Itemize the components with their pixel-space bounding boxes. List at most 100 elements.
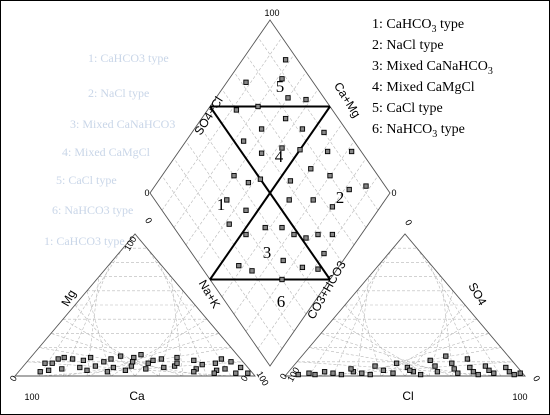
anion-grid-a bbox=[332, 318, 430, 377]
anion-point bbox=[312, 371, 318, 378]
diamond-outline bbox=[149, 19, 391, 367]
tick-label-0-right-diamond: 0 bbox=[391, 188, 396, 198]
diamond-point bbox=[297, 147, 303, 153]
cation-point bbox=[55, 356, 61, 362]
cation-point bbox=[228, 359, 234, 365]
diamond-point bbox=[282, 57, 289, 63]
legend-text: NaCl type bbox=[386, 38, 443, 53]
anion-point bbox=[348, 366, 354, 372]
diamond-point bbox=[257, 176, 264, 182]
faded-text: 1: CaHCO3 type bbox=[88, 51, 169, 65]
anion-grid-a bbox=[332, 262, 382, 377]
anion-point bbox=[380, 367, 387, 373]
diamond-point bbox=[236, 263, 242, 269]
anion-grid-b bbox=[356, 333, 490, 377]
diamond-point bbox=[299, 264, 306, 271]
tick-label-100-top: 100 bbox=[264, 8, 279, 18]
legend-text: CaCl type bbox=[386, 101, 442, 116]
cation-point bbox=[110, 364, 117, 371]
cation-point bbox=[77, 364, 83, 371]
faded-text: 1: CaHCO3 type bbox=[44, 234, 125, 248]
legend-number: 5: bbox=[372, 101, 386, 116]
cation-grid-b bbox=[86, 333, 220, 377]
tick-label-0-bottom-cation-right: 0 bbox=[239, 374, 250, 383]
legend-item-6: 6: NaHCO3 type bbox=[372, 122, 465, 140]
diamond-point bbox=[327, 173, 333, 179]
diamond-point bbox=[285, 95, 291, 101]
faded-text: 2: NaCl type bbox=[88, 86, 149, 100]
anion-point bbox=[451, 366, 457, 372]
cation-point bbox=[218, 356, 225, 362]
legend-number: 3: bbox=[372, 59, 386, 74]
diamond-point bbox=[279, 76, 285, 82]
anion-point bbox=[486, 367, 492, 373]
cation-point bbox=[212, 360, 219, 366]
legend-item-3: 3: Mixed CaNaHCO3 bbox=[372, 59, 493, 77]
diamond-point bbox=[243, 79, 249, 85]
diamond-point bbox=[315, 266, 321, 272]
cation-point bbox=[92, 363, 99, 369]
cation-point bbox=[122, 367, 129, 373]
anion-point bbox=[417, 371, 424, 378]
legend-item-1: 1: CaHCO3 type bbox=[372, 17, 464, 35]
anion-point bbox=[367, 371, 373, 378]
diamond-point bbox=[245, 179, 252, 186]
anion-point bbox=[321, 369, 328, 375]
anion-point bbox=[449, 360, 455, 366]
axis-label-so4: SO4 bbox=[465, 280, 489, 308]
anion-point bbox=[393, 360, 400, 366]
cation-point bbox=[233, 370, 239, 376]
cation-point bbox=[80, 357, 87, 364]
anion-point bbox=[330, 370, 336, 376]
cation-point bbox=[101, 359, 107, 365]
cation-point bbox=[104, 369, 111, 375]
cation-point bbox=[117, 353, 124, 359]
cation-point bbox=[61, 354, 67, 361]
anion-point bbox=[511, 371, 517, 378]
legend-number: 1: bbox=[372, 17, 386, 32]
anion-point bbox=[467, 364, 473, 371]
anion-grid-b bbox=[440, 276, 454, 377]
anion-point bbox=[306, 370, 312, 376]
diamond-point bbox=[291, 231, 297, 238]
anion-grid-a bbox=[308, 248, 394, 377]
cation-point bbox=[150, 357, 156, 364]
legend-item-5: 5: CaCl type bbox=[372, 101, 443, 116]
diamond-point bbox=[243, 231, 249, 238]
region-label-6: 6 bbox=[277, 292, 286, 311]
faded-text-layer: 1: CaHCO3 type 2: NaCl type 3: Mixed CaNaH… bbox=[44, 51, 175, 248]
cation-point bbox=[145, 360, 151, 366]
cation-point bbox=[45, 367, 52, 373]
outline-layer bbox=[14, 19, 526, 377]
anion-point bbox=[491, 370, 497, 376]
tick-label-0-left-diamond: 0 bbox=[144, 188, 149, 198]
anion-point bbox=[464, 356, 471, 362]
cation-point bbox=[191, 357, 197, 364]
diamond-point bbox=[346, 186, 352, 193]
diamond-point bbox=[286, 197, 292, 203]
cation-grid-b bbox=[146, 248, 232, 377]
diamond-point bbox=[249, 268, 255, 274]
faded-text: 6: NaHCO3 type bbox=[52, 203, 133, 217]
tick-label-0-right-anion-top: 0 bbox=[403, 218, 414, 227]
axis-label-na-k: Na+K bbox=[196, 277, 223, 310]
tick-label-0-left-cation: 0 bbox=[8, 374, 19, 383]
legend-text: Mixed CaNaHCO bbox=[386, 59, 488, 74]
cation-grid-a bbox=[74, 304, 136, 377]
anion-point bbox=[482, 363, 489, 369]
legend-suffix: type bbox=[437, 17, 465, 32]
cation-grid-b bbox=[38, 361, 244, 377]
legend-subscript: 3 bbox=[488, 66, 493, 77]
anion-point bbox=[506, 369, 513, 375]
anion-grid-a bbox=[296, 361, 502, 377]
cation-point bbox=[84, 367, 90, 373]
diamond-point bbox=[224, 197, 230, 203]
diamond-point bbox=[363, 183, 369, 189]
tick-label-0-right-cation-top: 0 bbox=[143, 216, 154, 225]
legend-number: 6: bbox=[372, 122, 386, 137]
diamond-point bbox=[279, 145, 285, 151]
cation-point bbox=[161, 364, 167, 371]
diamond-point bbox=[258, 126, 265, 132]
legend-number: 2: bbox=[372, 38, 386, 53]
